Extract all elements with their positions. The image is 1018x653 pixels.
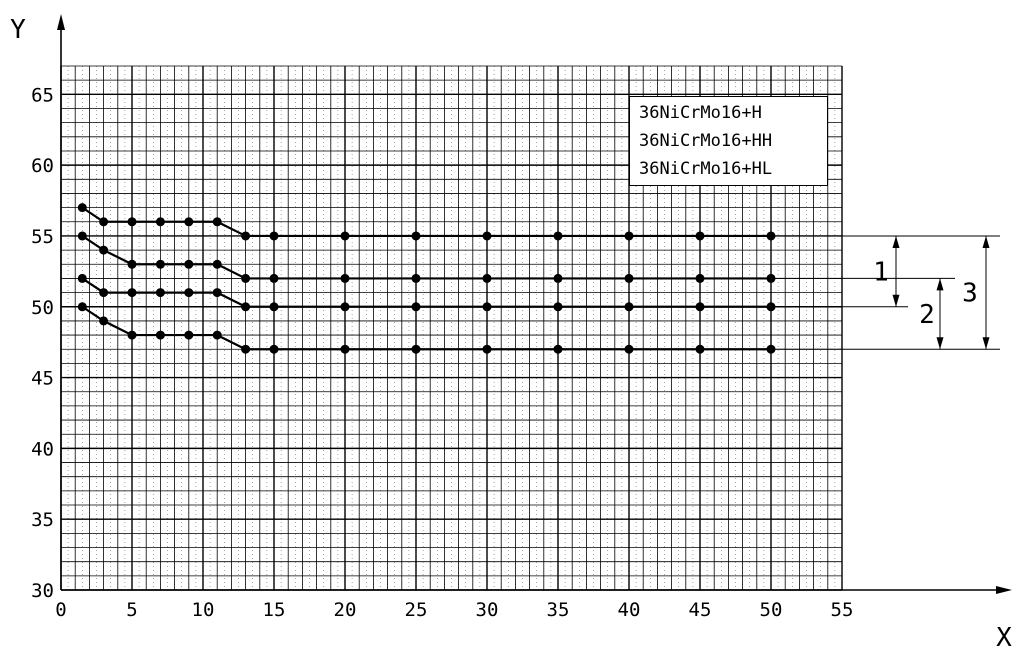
y-tick-label: 40 bbox=[31, 438, 54, 460]
series-point bbox=[99, 245, 109, 255]
legend-entry-hl: 36NiCrMo16+HL bbox=[639, 159, 773, 179]
series-point bbox=[127, 259, 137, 269]
dimension-arrow-top bbox=[936, 278, 944, 291]
dimension-arrow-bottom bbox=[892, 294, 900, 307]
series-point bbox=[241, 302, 251, 312]
series-point bbox=[624, 231, 634, 241]
x-tick-label: 50 bbox=[760, 599, 783, 621]
series-point bbox=[695, 344, 705, 354]
legend-entry-h: 36NiCrMo16+H bbox=[639, 103, 762, 123]
series-point bbox=[127, 288, 137, 298]
series-point bbox=[340, 344, 350, 354]
y-axis-label: Y bbox=[10, 15, 26, 45]
series-point bbox=[482, 231, 492, 241]
y-tick-label: 45 bbox=[31, 368, 54, 390]
series-point bbox=[77, 203, 87, 213]
series-point bbox=[269, 302, 279, 312]
series-point bbox=[340, 302, 350, 312]
series-point bbox=[212, 288, 222, 298]
x-tick-label: 25 bbox=[405, 599, 428, 621]
x-tick-label: 45 bbox=[689, 599, 712, 621]
dimension-arrow-top bbox=[982, 235, 990, 248]
series-point bbox=[411, 273, 421, 283]
dimension-label: 3 bbox=[962, 279, 978, 309]
series-line-4 bbox=[81, 305, 771, 351]
series-point bbox=[411, 302, 421, 312]
y-tick-label: 50 bbox=[31, 297, 54, 319]
dimension-arrow-top bbox=[892, 235, 900, 248]
series-point bbox=[212, 259, 222, 269]
x-tick-label: 0 bbox=[55, 599, 66, 621]
series-point bbox=[553, 344, 563, 354]
series-point bbox=[411, 231, 421, 241]
x-tick-label: 10 bbox=[192, 599, 215, 621]
y-tick-label: 30 bbox=[31, 580, 54, 602]
series-point bbox=[269, 273, 279, 283]
legend: 36NiCrMo16+H 36NiCrMo16+HH 36NiCrMo16+HL bbox=[629, 96, 828, 186]
series-point bbox=[99, 316, 109, 326]
x-tick-label: 55 bbox=[831, 599, 854, 621]
series-point bbox=[155, 330, 165, 340]
series-point bbox=[553, 231, 563, 241]
series-point bbox=[624, 273, 634, 283]
series-point bbox=[184, 330, 194, 340]
series-point bbox=[241, 273, 251, 283]
series-point bbox=[212, 330, 222, 340]
series-point bbox=[269, 231, 279, 241]
series-line-2 bbox=[81, 235, 771, 280]
legend-entry-hh: 36NiCrMo16+HH bbox=[639, 131, 773, 151]
series-point bbox=[482, 302, 492, 312]
series-point bbox=[241, 344, 251, 354]
series-point bbox=[695, 231, 705, 241]
series-point bbox=[99, 217, 109, 227]
x-axis-arrow bbox=[996, 586, 1012, 594]
series-point bbox=[212, 217, 222, 227]
series-point bbox=[77, 273, 87, 283]
dimension-arrow-bottom bbox=[982, 337, 990, 350]
x-tick-label: 20 bbox=[334, 599, 357, 621]
series-point bbox=[99, 288, 109, 298]
series-point bbox=[155, 288, 165, 298]
y-axis-arrow bbox=[57, 14, 65, 30]
series-point bbox=[482, 273, 492, 283]
series-point bbox=[77, 231, 87, 241]
series-point bbox=[624, 302, 634, 312]
dimension-arrow-bottom bbox=[936, 337, 944, 350]
x-tick-label: 15 bbox=[263, 599, 286, 621]
series-point bbox=[155, 259, 165, 269]
x-tick-label: 40 bbox=[618, 599, 641, 621]
series-point bbox=[695, 302, 705, 312]
series-point bbox=[624, 344, 634, 354]
y-tick-label: 35 bbox=[31, 509, 54, 531]
x-axis-label: X bbox=[996, 623, 1012, 653]
series-point bbox=[241, 231, 251, 241]
series-point bbox=[695, 273, 705, 283]
series-point bbox=[411, 344, 421, 354]
x-tick-label: 30 bbox=[476, 599, 499, 621]
y-tick-label: 60 bbox=[31, 155, 54, 177]
series-point bbox=[184, 259, 194, 269]
y-tick-label: 65 bbox=[31, 84, 54, 106]
series-point bbox=[77, 302, 87, 312]
x-tick-label: 35 bbox=[547, 599, 570, 621]
series-point bbox=[184, 217, 194, 227]
series-point bbox=[127, 330, 137, 340]
series-point bbox=[553, 273, 563, 283]
series-point bbox=[340, 231, 350, 241]
series-point bbox=[340, 273, 350, 283]
series-point bbox=[184, 288, 194, 298]
series-point bbox=[553, 302, 563, 312]
series-point bbox=[155, 217, 165, 227]
y-tick-label: 55 bbox=[31, 226, 54, 248]
dimension-label: 1 bbox=[873, 257, 889, 287]
series-point bbox=[269, 344, 279, 354]
series-point bbox=[482, 344, 492, 354]
dimension-label: 2 bbox=[919, 300, 935, 330]
series-point bbox=[127, 217, 137, 227]
x-tick-label: 5 bbox=[126, 599, 137, 621]
